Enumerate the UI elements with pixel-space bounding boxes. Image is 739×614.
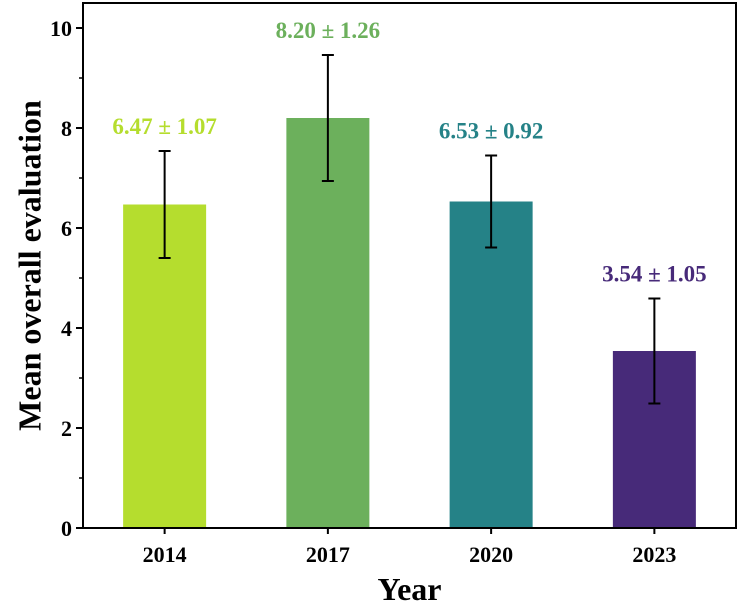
error-bar-2020: [485, 154, 498, 249]
data-label-2020: 6.53 ± 0.92: [439, 119, 544, 144]
error-bar-2014: [158, 150, 171, 259]
data-label-2014: 6.47 ± 1.07: [112, 114, 217, 139]
bar-2020: [449, 201, 533, 528]
y-tick-label-2: 2: [61, 416, 72, 441]
y-tick-label-10: 10: [50, 16, 72, 41]
y-axis-title: Mean overall evaluation: [11, 100, 47, 431]
y-tick-label-6: 6: [61, 216, 72, 241]
data-label-2023: 3.54 ± 1.05: [602, 262, 707, 287]
error-bars-layer: [158, 54, 661, 405]
y-tick-label-8: 8: [61, 116, 72, 141]
y-tick-label-0: 0: [61, 516, 72, 541]
error-bar-2017: [321, 54, 334, 182]
bar-2017: [286, 118, 370, 528]
data-label-2017: 8.20 ± 1.26: [276, 18, 381, 43]
x-tick-label-2017: 2017: [306, 542, 350, 567]
ticks-layer: [76, 27, 656, 534]
error-bar-2023: [648, 297, 661, 405]
plot-frame: [82, 2, 737, 529]
labels-layer: 6.47 ± 1.07 2014 8.20 ± 1.26 2017 6.53 ± 0.9…: [50, 16, 707, 567]
x-tick-label-2023: 2023: [632, 542, 676, 567]
x-tick-label-2014: 2014: [143, 542, 187, 567]
x-tick-label-2020: 2020: [469, 542, 513, 567]
bars-layer: [123, 118, 696, 528]
y-tick-label-4: 4: [61, 316, 72, 341]
x-axis-title: Year: [378, 571, 442, 607]
